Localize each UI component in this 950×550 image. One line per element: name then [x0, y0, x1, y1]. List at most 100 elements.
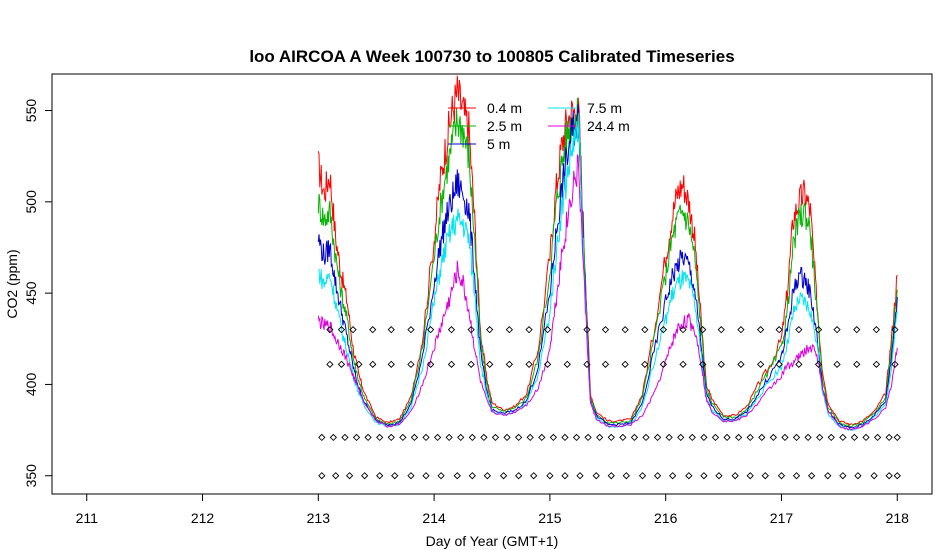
flag-marker	[870, 472, 878, 480]
flag-marker	[607, 472, 615, 480]
x-tick-label: 216	[654, 510, 678, 526]
flag-marker	[467, 326, 475, 334]
flag-marker	[505, 326, 514, 334]
x-tick-label: 214	[422, 510, 446, 526]
flag-marker	[653, 472, 662, 480]
flag-marker	[563, 360, 571, 368]
flag-marker	[468, 472, 476, 480]
y-axis-label: CO2 (ppm)	[4, 249, 20, 318]
flag-markers	[318, 326, 901, 480]
flag-marker	[679, 326, 687, 334]
flag-marker	[337, 360, 346, 368]
flag-marker	[387, 433, 395, 442]
flag-marker	[526, 433, 534, 442]
flag-marker	[447, 326, 456, 334]
flag-marker	[530, 472, 538, 480]
chart-title: loo AIRCOA A Week 100730 to 100805 Calib…	[249, 47, 734, 66]
flag-marker	[437, 472, 445, 480]
flag-marker	[422, 472, 430, 480]
flag-marker	[621, 360, 629, 368]
flag-marker	[699, 360, 707, 368]
flag-marker	[756, 326, 765, 334]
flag-marker	[872, 326, 881, 334]
flag-marker	[795, 360, 803, 368]
flag-marker	[758, 433, 766, 442]
flag-marker	[525, 326, 533, 334]
flag-marker	[549, 433, 558, 442]
flag-marker	[746, 472, 754, 480]
flag-marker	[326, 326, 334, 334]
flag-marker	[839, 472, 847, 480]
flag-marker	[816, 433, 824, 442]
flag-marker	[505, 360, 514, 368]
y-tick-label: 400	[23, 373, 39, 397]
flag-marker	[332, 472, 340, 480]
flag-marker	[761, 472, 769, 480]
flag-marker	[337, 326, 346, 334]
flag-marker	[795, 326, 803, 334]
flag-marker	[426, 360, 435, 368]
flag-marker	[891, 360, 899, 368]
flag-marker	[723, 433, 731, 442]
series-layer	[317, 75, 898, 431]
flag-marker	[584, 433, 592, 442]
flag-marker	[546, 472, 554, 480]
flag-marker	[700, 472, 708, 480]
flag-marker	[665, 433, 673, 442]
flag-marker	[596, 433, 604, 442]
flag-marker	[341, 433, 349, 442]
x-tick-label: 212	[191, 510, 215, 526]
flag-marker	[422, 433, 430, 442]
flag-marker	[345, 472, 354, 480]
flag-marker	[445, 433, 453, 442]
flag-marker	[360, 472, 369, 480]
flag-marker	[514, 472, 523, 480]
flag-marker	[679, 360, 687, 368]
flag-marker	[326, 360, 334, 368]
flag-marker	[804, 433, 812, 442]
flag-marker	[561, 433, 569, 442]
flag-marker	[777, 472, 786, 480]
flag-marker	[731, 472, 739, 480]
flag-marker	[769, 433, 778, 442]
flag-marker	[499, 472, 508, 480]
y-tick-label: 350	[23, 464, 39, 488]
flag-marker	[737, 360, 745, 368]
flag-marker	[807, 472, 816, 480]
flag-marker	[781, 433, 789, 442]
flag-marker	[468, 433, 476, 442]
flag-marker	[891, 326, 899, 334]
flag-marker	[583, 326, 591, 334]
x-tick-label: 211	[76, 510, 99, 526]
flag-marker	[426, 326, 435, 334]
x-axis-label: Day of Year (GMT+1)	[426, 533, 559, 549]
flag-marker	[407, 326, 415, 334]
plot-frame	[51, 73, 933, 495]
flag-marker	[659, 360, 668, 368]
flag-marker	[572, 433, 581, 442]
flag-marker	[592, 472, 600, 480]
flag-marker	[447, 360, 456, 368]
flag-marker	[685, 472, 693, 480]
flag-marker	[641, 326, 649, 334]
flag-marker	[453, 472, 461, 480]
legend-label: 24.4 m	[587, 118, 630, 134]
flag-marker	[407, 472, 415, 480]
flag-marker	[775, 360, 783, 368]
flag-marker	[376, 472, 384, 480]
flag-marker	[824, 472, 832, 480]
flag-marker	[839, 433, 847, 442]
flag-marker	[563, 326, 571, 334]
flag-marker	[483, 472, 492, 480]
flag-marker	[601, 326, 610, 334]
flag-marker	[583, 360, 591, 368]
flag-marker	[514, 433, 523, 442]
flag-marker	[369, 360, 377, 368]
legend-label: 7.5 m	[587, 100, 622, 116]
flag-marker	[622, 472, 630, 480]
flag-marker	[700, 433, 708, 442]
flag-marker	[653, 433, 662, 442]
flag-marker	[715, 472, 723, 480]
flag-marker	[717, 360, 725, 368]
flag-marker	[607, 433, 615, 442]
